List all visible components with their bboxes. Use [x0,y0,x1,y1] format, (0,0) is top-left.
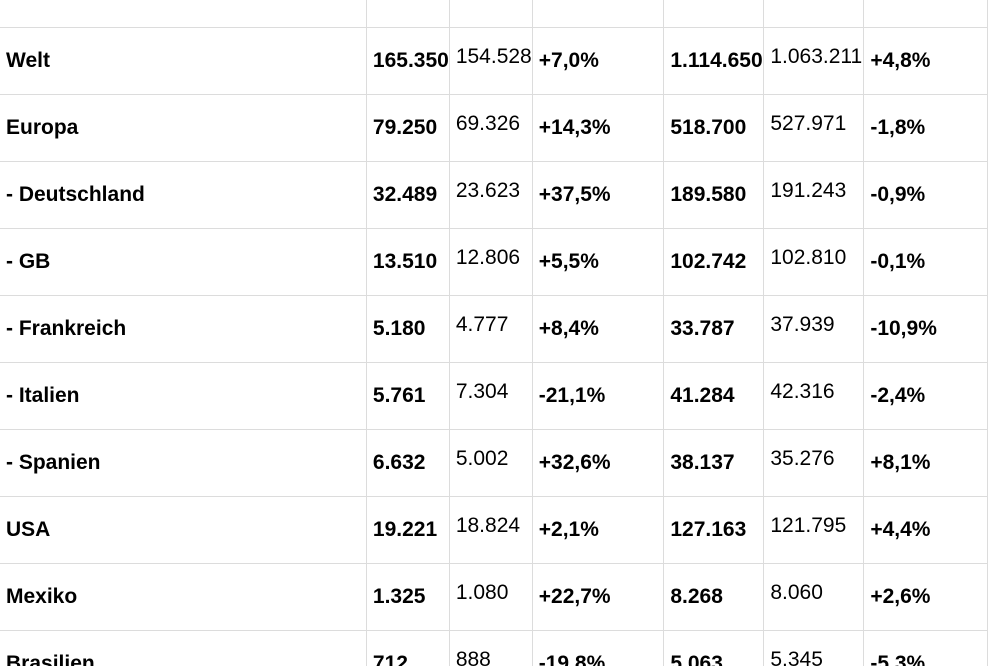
change-cell[interactable]: -10,9% [863,295,988,363]
row-label-cell[interactable]: USA [0,496,367,564]
change-cell[interactable]: +37,5% [531,161,665,229]
value-cell[interactable]: 1.063.211 [763,23,865,91]
value-cell[interactable]: 13.510 [365,228,450,296]
value-cell[interactable]: 12.806 [448,224,533,292]
value-cell[interactable]: 189.580 [663,161,765,229]
table-cell[interactable] [663,0,765,28]
value-cell[interactable]: 35.276 [763,425,865,493]
value-cell[interactable]: 5.761 [365,362,450,430]
row-label-cell[interactable]: - Spanien [0,429,367,497]
table-row: Welt 165.350 154.528 +7,0% 1.114.650 1.0… [0,23,988,95]
value-cell[interactable]: 527.971 [763,90,865,158]
change-cell[interactable]: +4,4% [863,496,988,564]
value-cell[interactable]: 518.700 [663,94,765,162]
value-cell[interactable]: 1.080 [448,559,533,627]
value-cell[interactable]: 6.632 [365,429,450,497]
value-cell[interactable]: 154.528 [448,23,533,91]
row-label-cell[interactable]: - Frankreich [0,295,367,363]
change-cell[interactable]: -0,1% [863,228,988,296]
value-cell[interactable]: 19.221 [365,496,450,564]
change-cell[interactable]: +2,6% [863,563,988,631]
change-cell[interactable]: +2,1% [531,496,665,564]
value-cell[interactable]: 41.284 [663,362,765,430]
value-cell[interactable]: 5.063 [663,630,765,666]
value-cell[interactable]: 5.180 [365,295,450,363]
row-label-cell[interactable]: Brasilien [0,630,367,666]
row-label-cell[interactable]: - Italien [0,362,367,430]
value-cell[interactable]: 121.795 [763,492,865,560]
value-cell[interactable]: 102.810 [763,224,865,292]
table-cell[interactable] [531,0,665,28]
value-cell[interactable]: 42.316 [763,358,865,426]
change-cell[interactable]: -0,9% [863,161,988,229]
value-cell[interactable]: 712 [365,630,450,666]
value-cell[interactable]: 5.345 [763,626,865,666]
value-cell[interactable]: 79.250 [365,94,450,162]
value-cell[interactable]: 4.777 [448,291,533,359]
change-cell[interactable]: +4,8% [863,27,988,95]
change-cell[interactable]: +7,0% [531,27,665,95]
value-cell[interactable]: 7.304 [448,358,533,426]
table-row: - Spanien 6.632 5.002 +32,6% 38.137 35.2… [0,425,988,497]
change-cell[interactable]: -1,8% [863,94,988,162]
value-cell[interactable]: 191.243 [763,157,865,225]
change-cell[interactable]: +22,7% [531,563,665,631]
value-cell[interactable]: 1.114.650 [663,27,765,95]
value-cell[interactable]: 1.325 [365,563,450,631]
row-label-cell[interactable]: Europa [0,94,367,162]
change-cell[interactable]: +32,6% [531,429,665,497]
table-row: - Deutschland 32.489 23.623 +37,5% 189.5… [0,157,988,229]
value-cell[interactable]: 69.326 [448,90,533,158]
value-cell[interactable]: 888 [448,626,533,666]
table-cell[interactable] [863,0,988,28]
value-cell[interactable]: 18.824 [448,492,533,560]
table-cell[interactable] [0,0,367,28]
table-row: - Frankreich 5.180 4.777 +8,4% 33.787 37… [0,291,988,363]
change-cell[interactable]: -5,3% [863,630,988,666]
value-cell[interactable]: 37.939 [763,291,865,359]
change-cell[interactable]: +8,1% [863,429,988,497]
value-cell[interactable]: 33.787 [663,295,765,363]
value-cell[interactable]: 5.002 [448,425,533,493]
table-row: Mexiko 1.325 1.080 +22,7% 8.268 8.060 +2… [0,559,988,631]
value-cell[interactable]: 102.742 [663,228,765,296]
table-row: Brasilien 712 888 -19,8% 5.063 5.345 -5,… [0,626,988,666]
value-cell[interactable]: 32.489 [365,161,450,229]
row-label-cell[interactable]: - Deutschland [0,161,367,229]
table-row: USA 19.221 18.824 +2,1% 127.163 121.795 … [0,492,988,564]
value-cell[interactable]: 23.623 [448,157,533,225]
value-cell[interactable]: 165.350 [365,27,450,95]
row-label-cell[interactable]: - GB [0,228,367,296]
change-cell[interactable]: +8,4% [531,295,665,363]
value-cell[interactable]: 8.060 [763,559,865,627]
table-row-header-partial [0,0,988,28]
value-cell[interactable]: 127.163 [663,496,765,564]
value-cell[interactable]: 38.137 [663,429,765,497]
table-cell[interactable] [365,0,450,28]
table-row: - GB 13.510 12.806 +5,5% 102.742 102.810… [0,224,988,296]
change-cell[interactable]: -19,8% [531,630,665,666]
table-row: Europa 79.250 69.326 +14,3% 518.700 527.… [0,90,988,162]
value-cell[interactable]: 8.268 [663,563,765,631]
table-row: - Italien 5.761 7.304 -21,1% 41.284 42.3… [0,358,988,430]
change-cell[interactable]: +5,5% [531,228,665,296]
change-cell[interactable]: +14,3% [531,94,665,162]
row-label-cell[interactable]: Mexiko [0,563,367,631]
change-cell[interactable]: -2,4% [863,362,988,430]
row-label-cell[interactable]: Welt [0,27,367,95]
change-cell[interactable]: -21,1% [531,362,665,430]
